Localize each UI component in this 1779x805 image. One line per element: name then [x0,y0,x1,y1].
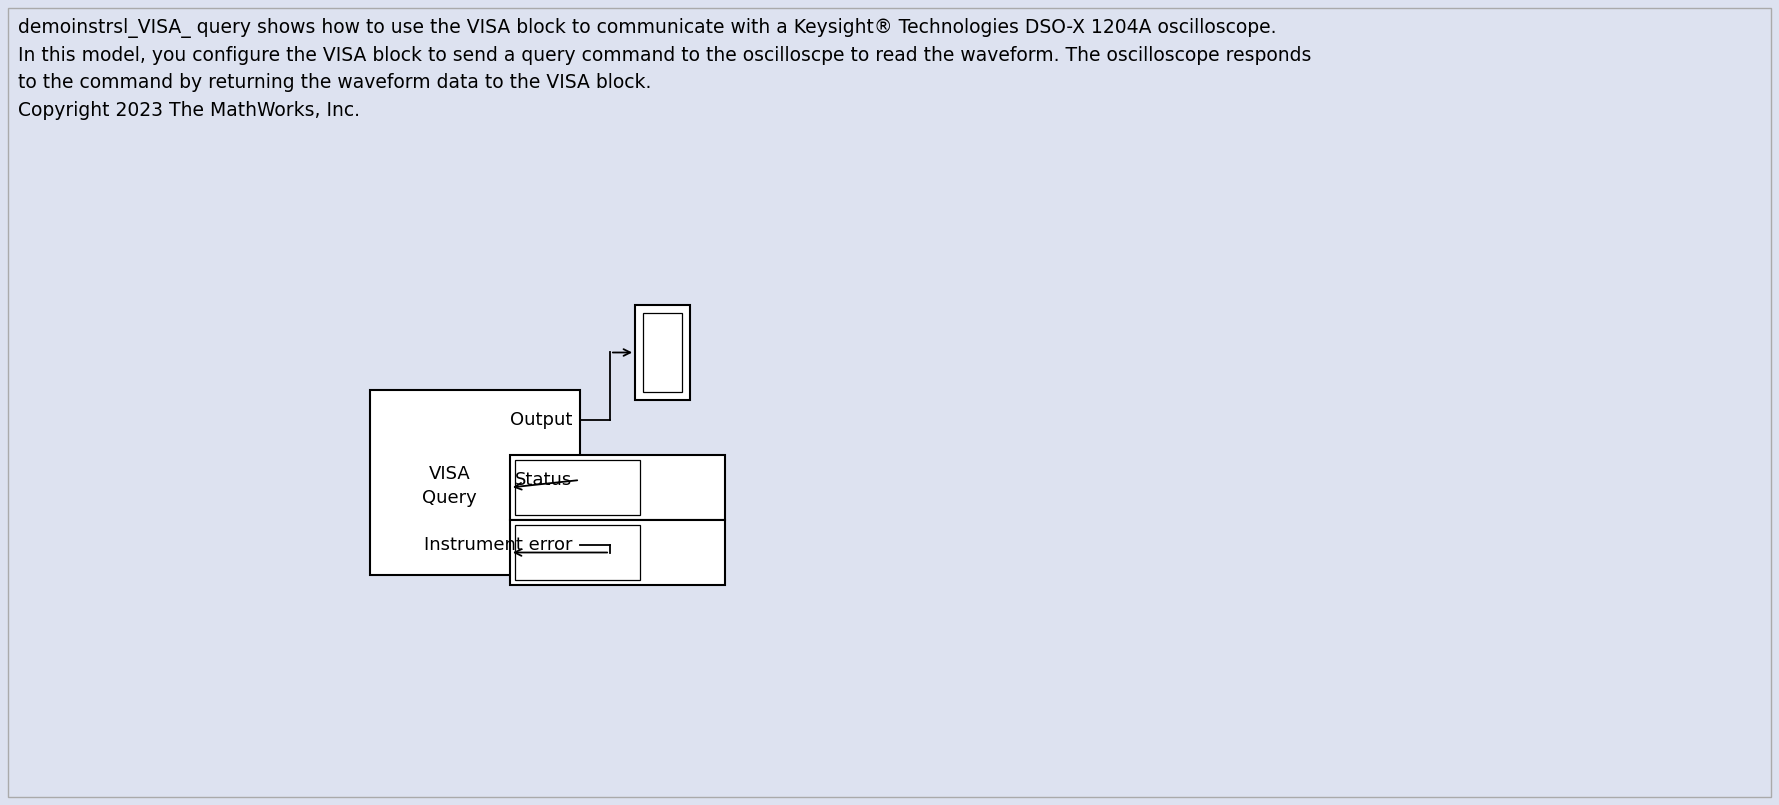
Bar [370,390,580,575]
Text: Output: Output [509,411,573,429]
Bar [642,313,681,392]
Text: demoinstrsl_VISA_ query shows how to use the VISA block to communicate with a Ke: demoinstrsl_VISA_ query shows how to use… [18,18,1311,120]
Bar [511,455,726,520]
Text: Status: Status [514,471,573,489]
Bar [514,525,640,580]
Bar [635,305,690,400]
Text: VISA
Query: VISA Query [422,465,477,507]
Bar [514,460,640,515]
Bar [511,520,726,585]
Text: Instrument error: Instrument error [423,536,573,554]
